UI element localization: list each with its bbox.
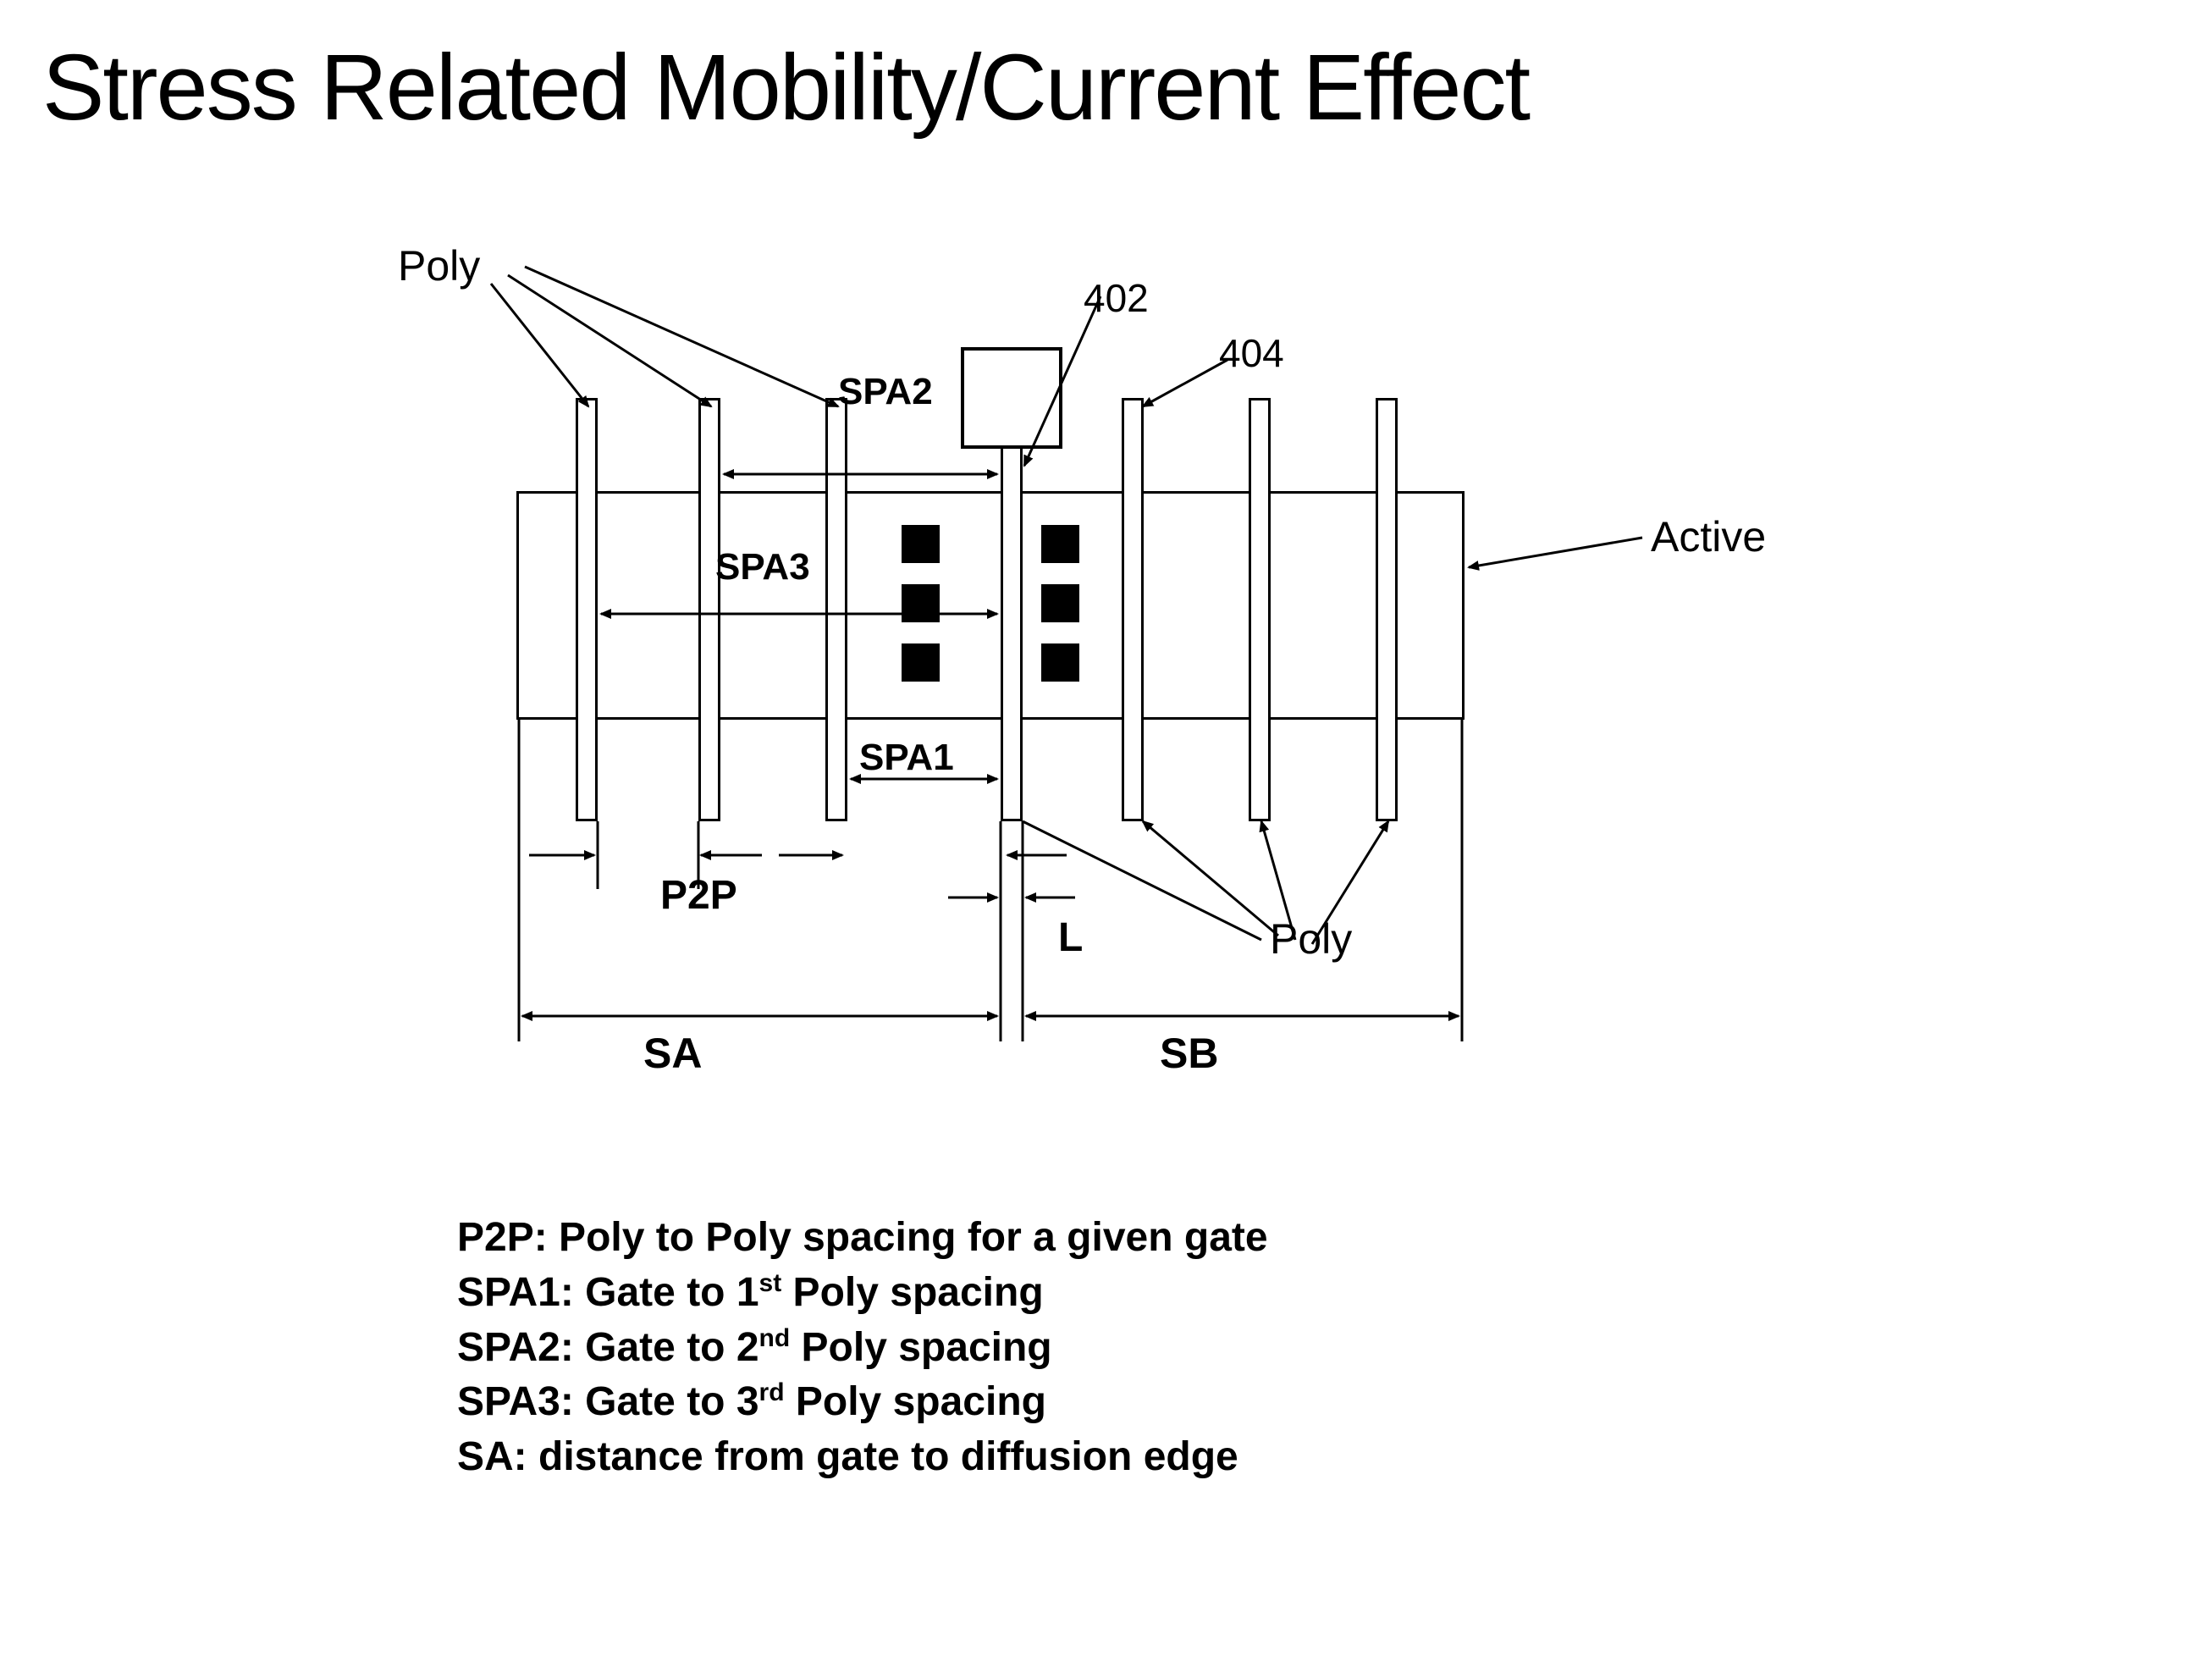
contact (1041, 525, 1079, 563)
layout-diagram: Poly 402 404 Active Poly SPA2 SPA3 SPA1 … (381, 229, 1820, 1075)
ref-402-label: 402 (1084, 275, 1149, 321)
legend-spa1-b: Poly spacing (781, 1270, 1043, 1315)
spa3-label: SPA3 (715, 546, 810, 588)
sb-label: SB (1160, 1029, 1218, 1078)
spa2-label: SPA2 (838, 371, 933, 413)
contact (1041, 584, 1079, 622)
active-label: Active (1651, 512, 1766, 561)
p2p-label: P2P (660, 872, 737, 919)
legend-spa2-a: SPA2: Gate to 2 (457, 1325, 759, 1370)
poly-2 (698, 398, 720, 821)
legend-spa2-b: Poly spacing (790, 1325, 1051, 1370)
legend-spa3-sup: rd (759, 1378, 785, 1406)
contact (902, 525, 940, 563)
active-region (516, 491, 1465, 720)
l-label: L (1058, 914, 1083, 961)
legend: P2P: Poly to Poly spacing for a given ga… (457, 1211, 1268, 1485)
poly-5 (1122, 398, 1144, 821)
legend-spa2: SPA2: Gate to 2nd Poly spacing (457, 1321, 1268, 1376)
sa-label: SA (643, 1029, 702, 1078)
legend-spa1-sup: st (759, 1269, 782, 1297)
poly-1 (576, 398, 598, 821)
legend-p2p: P2P: Poly to Poly spacing for a given ga… (457, 1211, 1268, 1266)
legend-spa3-a: SPA3: Gate to 3 (457, 1379, 759, 1424)
poly-label-left: Poly (398, 241, 480, 290)
spa1-label: SPA1 (859, 737, 954, 779)
page-title: Stress Related Mobility/Current Effect (42, 34, 1529, 141)
legend-sa: SA: distance from gate to diffusion edge (457, 1430, 1268, 1485)
legend-spa1-a: SPA1: Gate to 1 (457, 1270, 759, 1315)
poly-label-right: Poly (1270, 914, 1352, 964)
contact (902, 643, 940, 682)
poly-6 (1249, 398, 1271, 821)
legend-spa2-sup: nd (759, 1324, 791, 1352)
legend-spa3: SPA3: Gate to 3rd Poly spacing (457, 1375, 1268, 1430)
contact (902, 584, 940, 622)
poly-3 (825, 398, 847, 821)
legend-spa3-b: Poly spacing (785, 1379, 1046, 1424)
legend-spa1: SPA1: Gate to 1st Poly spacing (457, 1266, 1268, 1321)
contact (1041, 643, 1079, 682)
ref-404-label: 404 (1219, 330, 1284, 376)
gate-pad (961, 347, 1062, 449)
poly-7 (1376, 398, 1398, 821)
